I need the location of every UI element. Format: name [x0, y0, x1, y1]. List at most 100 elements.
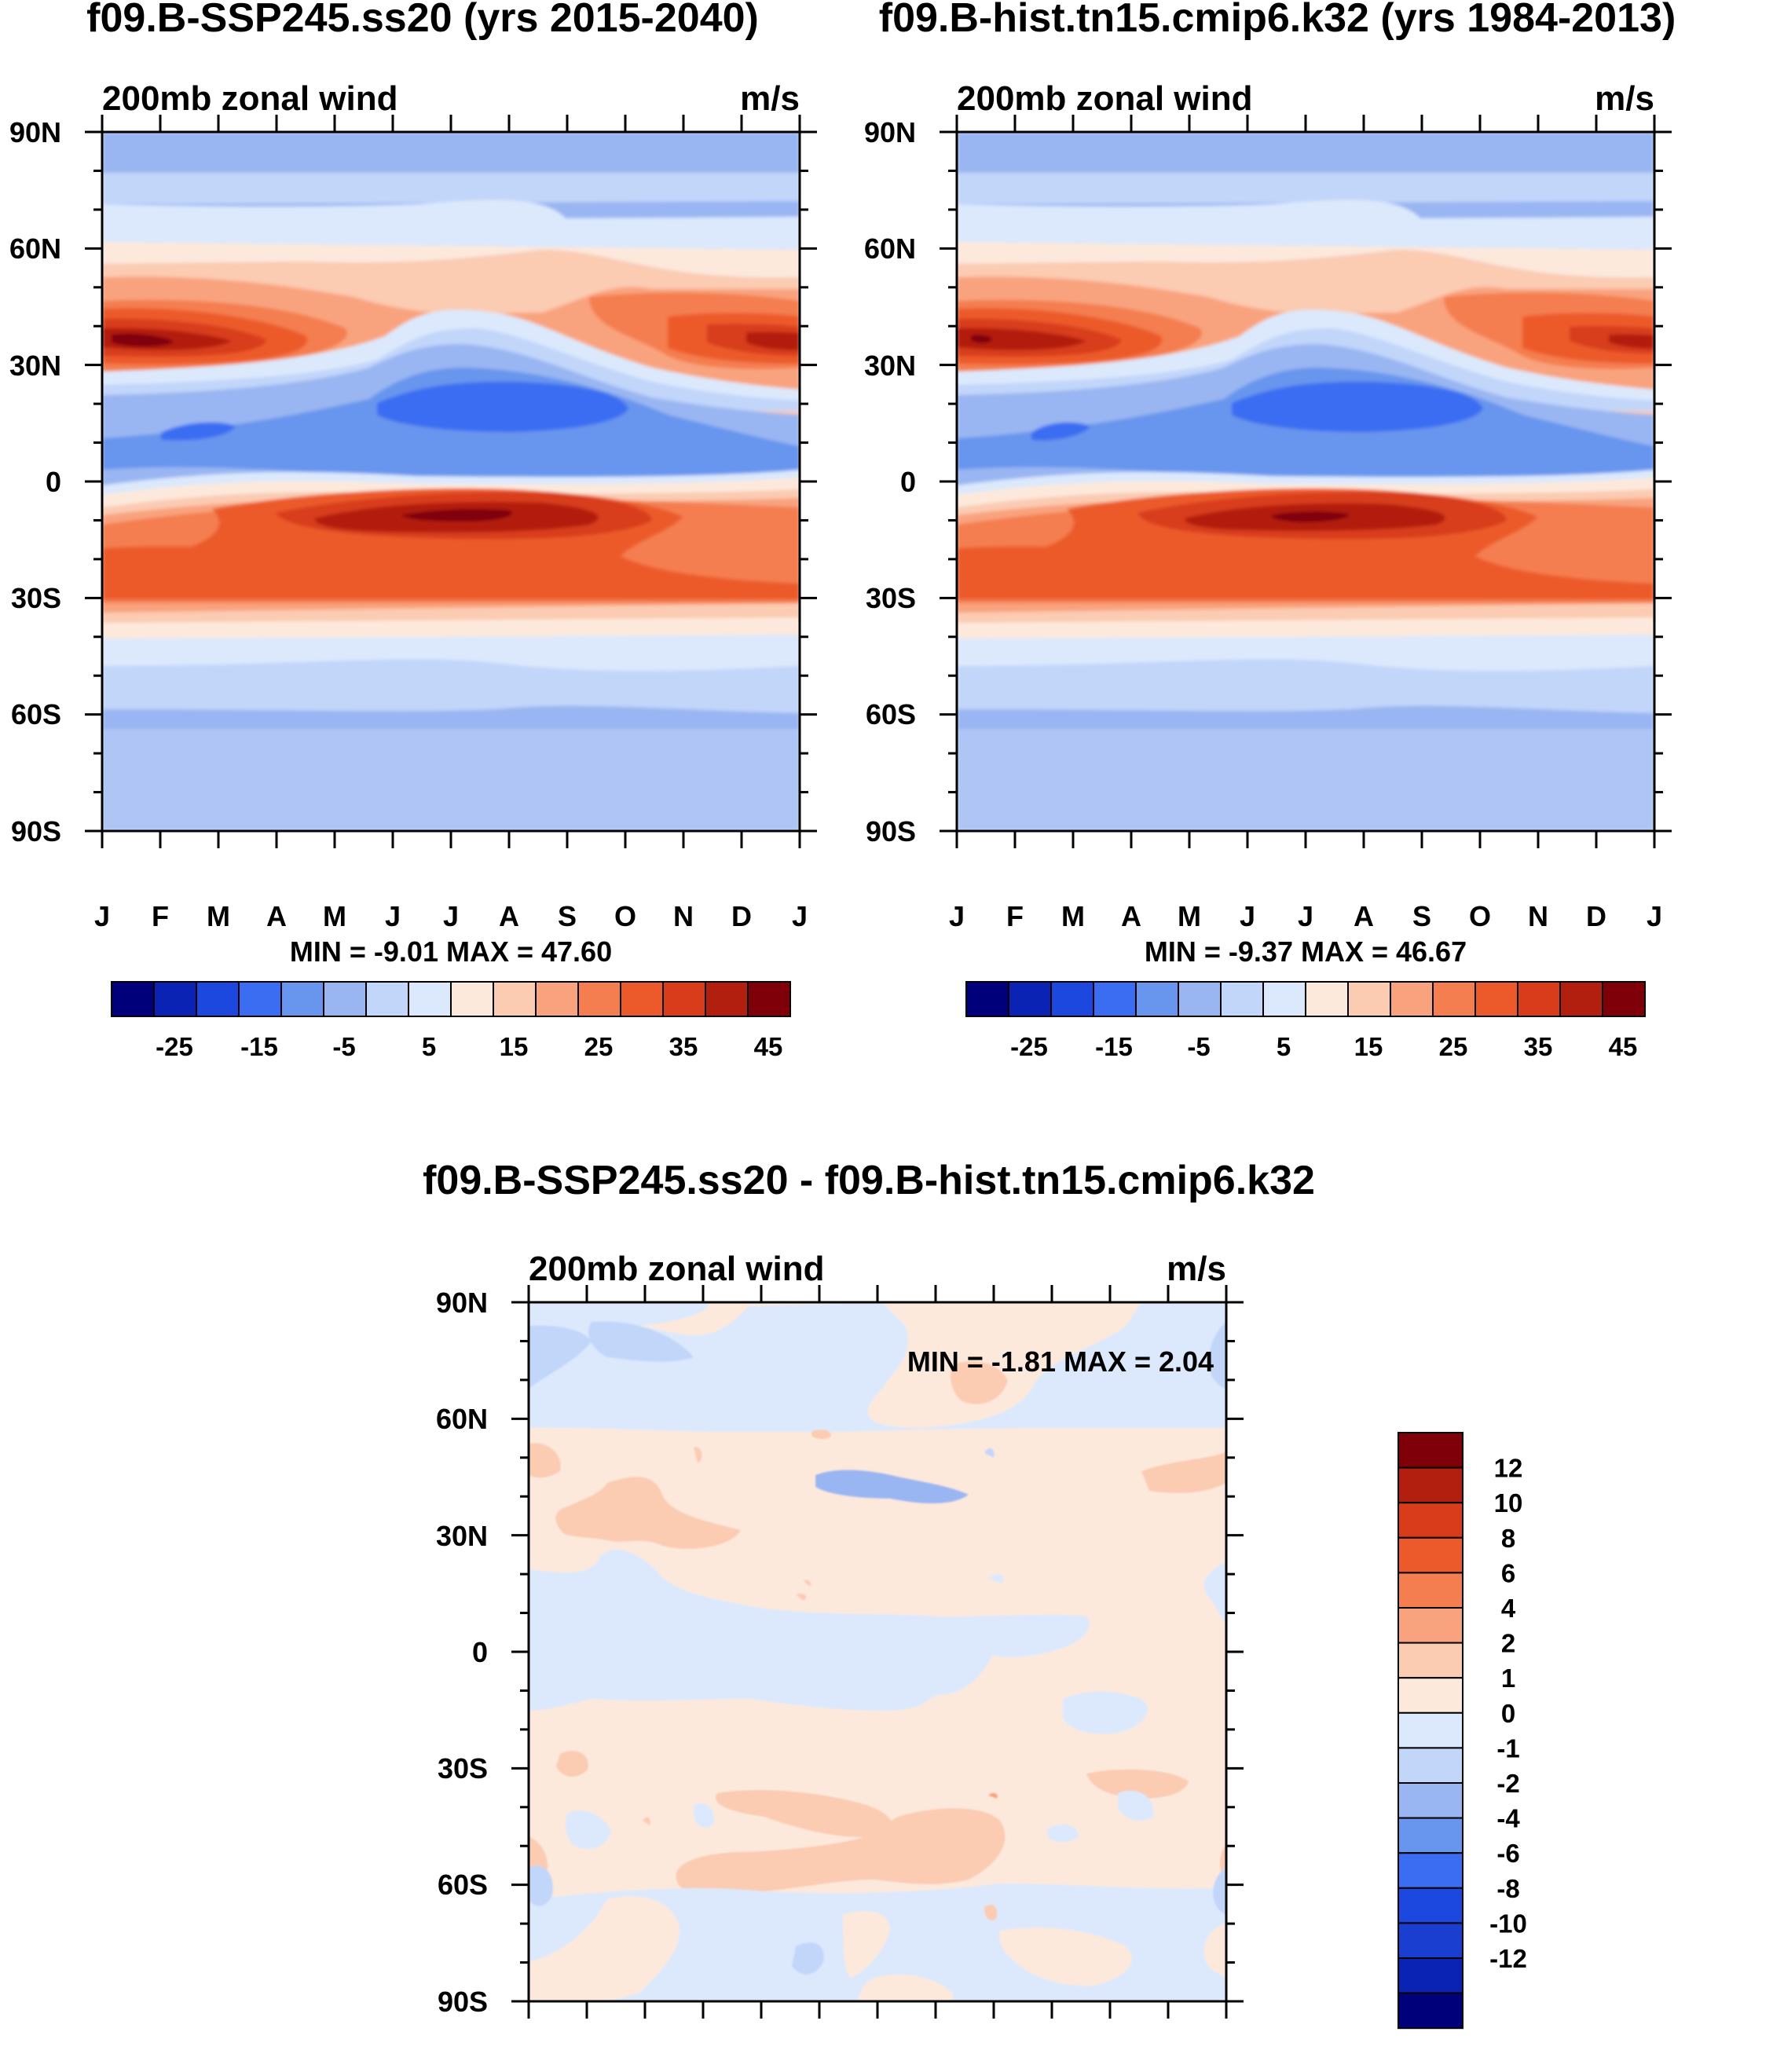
- colorbar-box: [1432, 981, 1476, 1017]
- colorbar-label: 5: [422, 1032, 436, 1061]
- x-tick-label: J: [1647, 900, 1662, 932]
- x-tick-label: F: [1006, 900, 1024, 932]
- x-tick-label: F: [152, 900, 169, 932]
- colorbar-label: 25: [1439, 1032, 1468, 1061]
- x-tick-label: J: [792, 900, 808, 932]
- x-tick-label: N: [1528, 900, 1548, 932]
- test-axes: [85, 115, 817, 848]
- colorbar-box: [450, 981, 494, 1017]
- y-tick-label: 60N: [864, 232, 916, 265]
- control-units: m/s: [1595, 79, 1654, 118]
- x-tick-label: N: [1100, 2070, 1120, 2072]
- colorbar-box: [1517, 981, 1561, 1017]
- control-ticks: [940, 115, 1672, 848]
- colorbar-label: 10: [1494, 1488, 1523, 1517]
- x-tick-label: M: [1178, 900, 1201, 932]
- colorbar-label: -25: [1010, 1032, 1048, 1061]
- colorbar-box: [1398, 1466, 1463, 1504]
- colorbar-label: -15: [1095, 1032, 1133, 1061]
- y-tick-label: 90N: [864, 116, 916, 148]
- y-tick-label: 60S: [11, 698, 61, 730]
- test-colorbar: -25 -15 -5 5 15 25 35 45: [111, 981, 791, 1061]
- colorbar-label: -2: [1496, 1769, 1519, 1798]
- colorbar-box: [1398, 1957, 1463, 1994]
- colorbar-box: [1305, 981, 1349, 1017]
- test-min-core: [161, 422, 236, 441]
- x-tick-label: J: [521, 2070, 537, 2072]
- colorbar-label: -4: [1496, 1804, 1520, 1833]
- x-tick-label: A: [925, 2070, 946, 2072]
- colorbar-label: 12: [1494, 1454, 1523, 1483]
- x-tick-label: M: [633, 2070, 657, 2072]
- x-tick-label: J: [870, 2070, 885, 2072]
- colorbar-box: [1220, 981, 1264, 1017]
- test-ticks: [85, 115, 817, 848]
- x-tick-label: N: [673, 900, 694, 932]
- x-tick-label: A: [266, 900, 287, 932]
- test-sh-max-core: [401, 509, 512, 522]
- x-tick-label: J: [1240, 900, 1255, 932]
- colorbar-box: [1398, 1572, 1463, 1609]
- colorbar-box: [1050, 981, 1094, 1017]
- colorbar-label: -25: [156, 1032, 193, 1061]
- colorbar-box: [1398, 1536, 1463, 1574]
- colorbar-box: [747, 981, 791, 1017]
- control-axes: [940, 115, 1672, 848]
- y-tick-label: 90N: [9, 116, 61, 148]
- x-tick-label: A: [499, 900, 519, 932]
- control-title: f09.B-hist.tn15.cmip6.k32 (yrs 1984-2013…: [879, 0, 1676, 41]
- colorbar-label: -5: [332, 1032, 355, 1061]
- x-tick-label: M: [749, 2070, 773, 2072]
- colorbar-box: [1093, 981, 1137, 1017]
- x-tick-label: A: [1121, 900, 1141, 932]
- colorbar-box: [1398, 1432, 1463, 1469]
- colorbar-label: 6: [1501, 1558, 1515, 1587]
- colorbar-box: [111, 981, 155, 1017]
- y-tick-label: 30S: [438, 1752, 488, 1785]
- colorbar-box: [1602, 981, 1646, 1017]
- x-tick-label: M: [323, 900, 346, 932]
- test-min-max: MIN = -9.01 MAX = 47.60: [290, 935, 612, 968]
- control-heatmap: [957, 132, 1654, 831]
- colorbar-box: [1178, 981, 1222, 1017]
- colorbar-label: 45: [1609, 1032, 1638, 1061]
- test-units: m/s: [740, 79, 800, 118]
- x-tick-label: O: [1041, 2070, 1063, 2072]
- y-tick-label: 30S: [11, 582, 61, 614]
- colorbar-box: [1398, 1502, 1463, 1539]
- colorbar-label: 4: [1501, 1594, 1516, 1623]
- x-tick-label: D: [1586, 900, 1606, 932]
- colorbar-box: [1474, 981, 1518, 1017]
- colorbar-box: [1398, 1747, 1463, 1784]
- x-tick-label: A: [693, 2070, 713, 2072]
- colorbar-box: [1398, 1711, 1463, 1749]
- colorbar-box: [153, 981, 197, 1017]
- colorbar-box: [196, 981, 240, 1017]
- colorbar-box: [1390, 981, 1434, 1017]
- colorbar-box: [620, 981, 664, 1017]
- y-tick-label: 90N: [436, 1287, 488, 1319]
- colorbar-box: [408, 981, 452, 1017]
- colorbar-box: [965, 981, 1009, 1017]
- difference-ticks: [511, 1285, 1244, 2019]
- colorbar-box: [1008, 981, 1052, 1017]
- colorbar-label: 15: [1354, 1032, 1383, 1061]
- y-tick-label: 90S: [866, 815, 916, 847]
- x-tick-label: S: [984, 2070, 1003, 2072]
- colorbar-box: [365, 981, 409, 1017]
- control-panel: f09.B-hist.tn15.cmip6.k32 (yrs 1984-2013…: [864, 0, 1676, 1061]
- x-tick-label: J: [1298, 900, 1313, 932]
- x-tick-label: D: [731, 900, 752, 932]
- x-tick-label: D: [1158, 2070, 1178, 2072]
- colorbar-box: [1398, 1922, 1463, 1960]
- y-tick-label: 0: [900, 466, 916, 498]
- colorbar-box: [577, 981, 621, 1017]
- colorbar-label: 35: [1524, 1032, 1553, 1061]
- colorbar-label: 8: [1501, 1524, 1515, 1553]
- x-tick-label: J: [94, 900, 110, 932]
- colorbar-box: [323, 981, 367, 1017]
- colorbar-label: 2: [1501, 1629, 1515, 1658]
- x-tick-label: S: [558, 900, 577, 932]
- difference-min-max: MIN = -1.81 MAX = 2.04: [907, 1345, 1214, 1378]
- difference-axes: [511, 1285, 1244, 2019]
